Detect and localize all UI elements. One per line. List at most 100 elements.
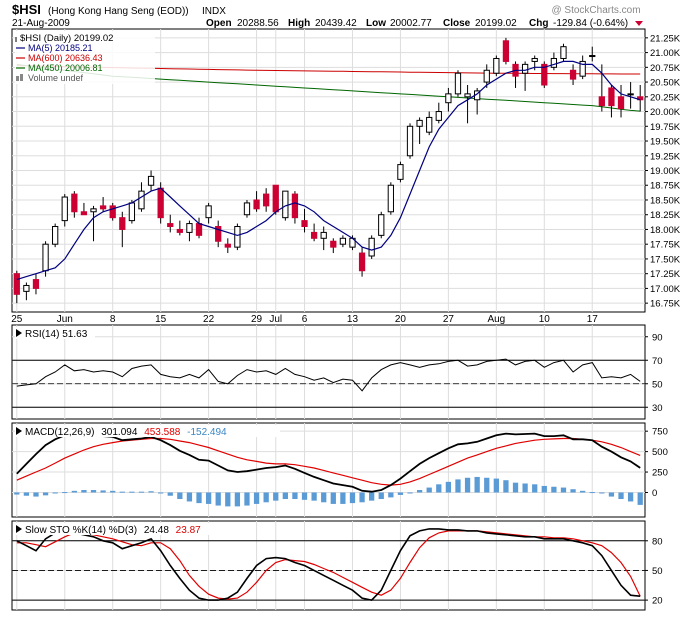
candle xyxy=(263,188,270,212)
candle-body-down xyxy=(167,223,174,228)
x-axis-label: 17 xyxy=(587,314,599,325)
candle-body-up xyxy=(90,208,97,213)
svg-text:MACD(12,26,9) 301.094: MACD(12,26,9) 301.094 453.588 -152.494 xyxy=(25,427,227,438)
x-axis-label: Jul xyxy=(269,314,282,325)
candle xyxy=(215,220,222,248)
play-icon xyxy=(16,329,22,337)
x-axis-label: 13 xyxy=(347,314,359,325)
macd-histogram-bar xyxy=(570,489,576,493)
candle xyxy=(550,52,558,71)
candle-body-up xyxy=(147,175,155,186)
candle xyxy=(330,238,337,254)
price-tick-label: 19.25K xyxy=(650,151,681,162)
candle xyxy=(608,85,615,118)
candle-body-up xyxy=(128,202,136,222)
watermark-text: @ StockCharts.com xyxy=(551,5,640,16)
candle-body-up xyxy=(493,57,500,74)
rsi-tick-label: 70 xyxy=(652,356,663,367)
candle-body-down xyxy=(301,220,308,228)
price-tick-label: 17.50K xyxy=(650,254,681,265)
index-name-text: (Hong Kong Hang Seng (EOD)) xyxy=(48,6,189,17)
x-axis-label: 29 xyxy=(251,314,263,325)
candle xyxy=(397,161,404,183)
price-tick-label: 21.25K xyxy=(650,33,681,44)
macd-histogram-bar xyxy=(167,492,173,496)
macd-panel-frame xyxy=(11,422,646,518)
macd-signal-line xyxy=(16,437,641,486)
candle xyxy=(195,217,203,239)
candle xyxy=(167,214,174,233)
macd-histogram-bar xyxy=(186,492,193,502)
macd-histogram-bar xyxy=(599,492,605,494)
candle xyxy=(512,61,519,88)
candle-body-down xyxy=(541,63,548,86)
sto-plot xyxy=(12,528,645,601)
candle-body-down xyxy=(330,240,337,248)
macd-histogram-bar xyxy=(560,487,567,493)
candle-body-up xyxy=(243,202,251,216)
candle xyxy=(90,205,97,242)
candle xyxy=(521,61,529,91)
macd-histogram-bar xyxy=(522,483,528,493)
macd-histogram-bar xyxy=(119,491,125,493)
candle-body-up xyxy=(627,93,634,96)
macd-tick-label: 750 xyxy=(652,427,668,438)
candle-body-up xyxy=(579,60,586,77)
macd-histogram-bar xyxy=(426,487,432,493)
candle xyxy=(541,61,548,88)
y-axis-ticks: 16.75K 17.00K 17.25K 17.50K 17.75K 18.00K 18.2… xyxy=(645,33,681,607)
x-axis-label: 27 xyxy=(443,314,455,325)
grid-lines xyxy=(12,29,645,610)
macd-histogram-bar xyxy=(42,492,49,496)
candle xyxy=(378,211,385,239)
chg-value: -129.84 (-0.64%) xyxy=(553,18,628,29)
macd-histogram-bar xyxy=(196,492,202,504)
legend-ma5: MA(5) 20185.21 xyxy=(28,43,93,53)
candle-body-down xyxy=(272,184,279,213)
candle-body-up xyxy=(205,205,212,219)
macd-histogram-bar xyxy=(618,492,624,500)
candle-body-down xyxy=(358,252,366,272)
macd-histogram-bar xyxy=(62,492,68,494)
candle-body-up xyxy=(406,125,414,157)
macd-histogram-bar xyxy=(292,492,298,500)
candle-body-up xyxy=(454,72,462,95)
macd-histogram-bar xyxy=(388,492,394,498)
candle-body-down xyxy=(617,96,625,110)
macd-histogram-bar xyxy=(234,492,241,507)
macd-histogram-bar xyxy=(503,480,509,493)
candle-body-up xyxy=(61,196,68,222)
candle-body-down xyxy=(157,187,164,219)
rsi-panel-frame xyxy=(11,324,646,420)
macd-histogram-bar xyxy=(580,490,586,493)
price-tick-label: 20.75K xyxy=(650,63,681,74)
x-axis-label: 10 xyxy=(539,314,551,325)
candle xyxy=(368,235,375,259)
macd-histogram-bar xyxy=(436,484,442,493)
candle xyxy=(119,211,126,248)
rsi-tick-label: 50 xyxy=(652,379,663,390)
candle xyxy=(406,123,414,159)
candle-body-down xyxy=(80,211,88,216)
candle-body-up xyxy=(387,184,394,213)
macd-label: MACD(12,26,9) 301.094 453.588 -152.494 xyxy=(15,425,280,438)
macd-histogram-bar xyxy=(23,492,30,496)
macd-histogram-bar xyxy=(33,492,39,497)
candle xyxy=(617,85,625,118)
candle-body-down xyxy=(253,199,260,210)
sto-k-line xyxy=(16,528,641,601)
candle-body-down xyxy=(195,223,203,236)
candle xyxy=(454,70,462,97)
date-text: 21-Aug-2009 xyxy=(12,18,70,29)
x-axis-label: Jun xyxy=(57,314,73,325)
rsi-tick-label: 30 xyxy=(652,403,663,414)
candle-body-up xyxy=(521,63,529,74)
macd-histogram-bar xyxy=(541,485,547,493)
candle-body-up xyxy=(560,46,567,59)
candle xyxy=(147,170,155,192)
price-tick-label: 17.75K xyxy=(650,240,681,251)
macd-histogram-bar xyxy=(90,490,97,493)
macd-histogram-bar xyxy=(321,492,327,503)
candle-body-up xyxy=(531,57,538,62)
macd-histogram-bar xyxy=(311,492,317,501)
